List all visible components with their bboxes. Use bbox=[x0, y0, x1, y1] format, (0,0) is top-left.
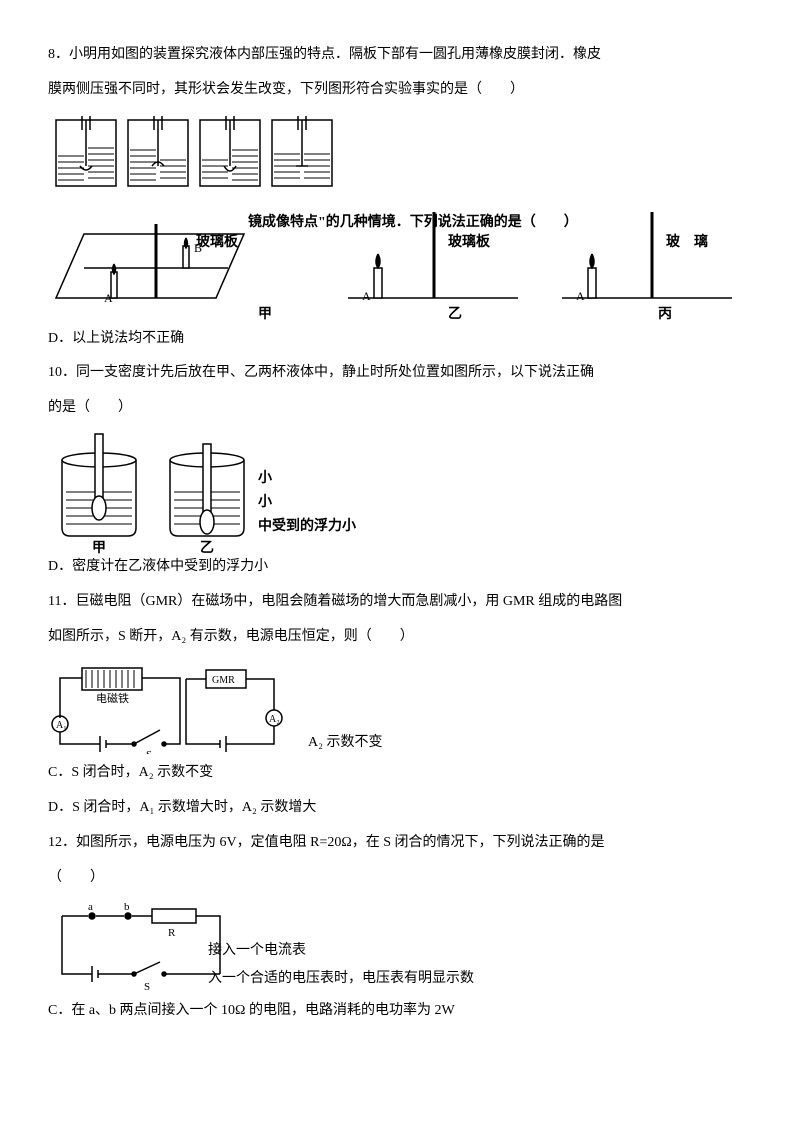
q9-tail-text: 镜成像特点"的几种情境．下列说法正确的是（ ） bbox=[248, 208, 578, 239]
q10-stem-line2: 的是（ ） bbox=[48, 393, 752, 424]
q10-sub-yi: 乙 bbox=[200, 534, 214, 565]
q11-option-d: D．S 闭合时，A₁ 示数增大时，A₂ 示数增大 bbox=[48, 793, 752, 824]
q10-option-d: D．密度计在乙液体中受到的浮力小 bbox=[48, 552, 752, 583]
q9-sub-yi: 乙 bbox=[448, 300, 462, 331]
q9-option-d: D．以上说法均不正确 bbox=[48, 324, 752, 355]
q9-glass-label-1: 玻璃板 bbox=[196, 228, 238, 259]
q8-stem-line2: 膜两侧压强不同时，其形状会发生改变，下列图形符合实验事实的是（ ） bbox=[48, 75, 752, 106]
q10-text3: 中受到的浮力小 bbox=[258, 512, 356, 543]
q9-glass-label-3: 玻 璃 bbox=[666, 228, 708, 259]
q8-diagram bbox=[48, 112, 752, 194]
q11-diagram: 电磁铁 A₁ S GMR A₂ A₂ 示数不变 bbox=[48, 658, 752, 754]
q10-sub-jia: 甲 bbox=[92, 534, 106, 565]
q9-sub-jia: 甲 bbox=[258, 300, 272, 331]
q12-diagram: a b R S 接入一个电流表 入一个合适的电压表时，电压表有明显示数 bbox=[48, 900, 752, 992]
q8-stem-line1: 8．小明用如图的装置探究液体内部压强的特点．隔板下部有一圆孔用薄橡皮膜封闭．橡皮 bbox=[48, 40, 752, 71]
q11-option-c: C．S 闭合时，A₂ 示数不变 bbox=[48, 758, 752, 789]
q9-sub-bing: 丙 bbox=[658, 300, 672, 331]
q9-diagram: A B A A 镜 bbox=[48, 200, 752, 320]
q10-stem-line1: 10．同一支密度计先后放在甲、乙两杯液体中，静止时所处位置如图所示，以下说法正确 bbox=[48, 358, 752, 389]
q11-right-text: A₂ 示数不变 bbox=[308, 728, 383, 759]
q12-stem-line1: 12．如图所示，电源电压为 6V，定值电阻 R=20Ω，在 S 闭合的情况下，下… bbox=[48, 828, 752, 859]
q11-stem-line1: 11．巨磁电阻（GMR）在磁场中，电阻会随着磁场的增大而急剧减小，用 GMR 组… bbox=[48, 587, 752, 618]
q11-stem-line2: 如图所示，S 断开，A₂ 有示数，电源电压恒定，则（ ） bbox=[48, 622, 752, 653]
q10-diagram: 小 小 中受到的浮力小 甲 乙 bbox=[48, 430, 752, 548]
q12-option-c: C．在 a、b 两点间接入一个 10Ω 的电阻，电路消耗的电功率为 2W bbox=[48, 996, 752, 1027]
q12-stem-line2: （ ） bbox=[48, 863, 752, 894]
q12-text2: 入一个合适的电压表时，电压表有明显示数 bbox=[208, 964, 474, 995]
q12-text1: 接入一个电流表 bbox=[208, 936, 306, 967]
q9-glass-label-2: 玻璃板 bbox=[448, 228, 490, 259]
